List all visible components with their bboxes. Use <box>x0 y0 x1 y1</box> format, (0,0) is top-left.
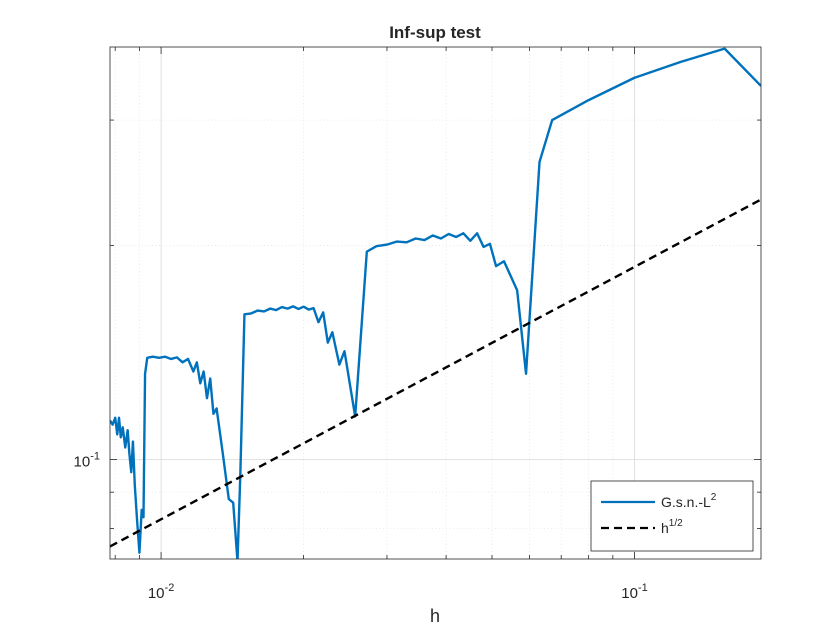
x-tick-label-exponent: -2 <box>165 582 175 594</box>
legend-label-series-1-superscript: 2 <box>711 492 717 503</box>
legend-box <box>590 480 754 552</box>
grid-layer <box>110 47 761 559</box>
series-line-2 <box>110 198 761 548</box>
x-tick-label: 10-2 <box>148 582 174 602</box>
x-tick-label-exponent: -1 <box>638 582 648 594</box>
legend-label-series-1: G.s.n.-L2 <box>661 492 717 510</box>
x-tick-label-base: 10 <box>621 585 638 602</box>
plot-frame <box>109 46 762 560</box>
y-tick-label-base: 10 <box>74 454 91 471</box>
plot-area <box>110 47 761 559</box>
tick-label-layer: 10-2 10-110-1 <box>74 451 648 602</box>
x-axis-label: h <box>430 606 440 626</box>
chart-title: Inf-sup test <box>389 23 481 42</box>
legend: G.s.n.-L2 h1/2 <box>590 480 754 552</box>
legend-label-series-2-superscript: 1/2 <box>669 518 683 529</box>
minor-ticks-layer <box>110 47 761 559</box>
series-layer <box>110 47 761 559</box>
legend-label-series-1-base: G.s.n.-L <box>661 494 711 510</box>
x-tick-label-base: 10 <box>148 585 165 602</box>
y-tick-label: 10-1 <box>74 451 100 471</box>
x-tick-label: 10-1 <box>621 582 647 602</box>
series-line-1 <box>110 47 761 559</box>
legend-label-series-2: h1/2 <box>661 518 683 536</box>
y-tick-label-exponent: -1 <box>90 451 100 463</box>
legend-label-series-2-base: h <box>661 520 669 536</box>
